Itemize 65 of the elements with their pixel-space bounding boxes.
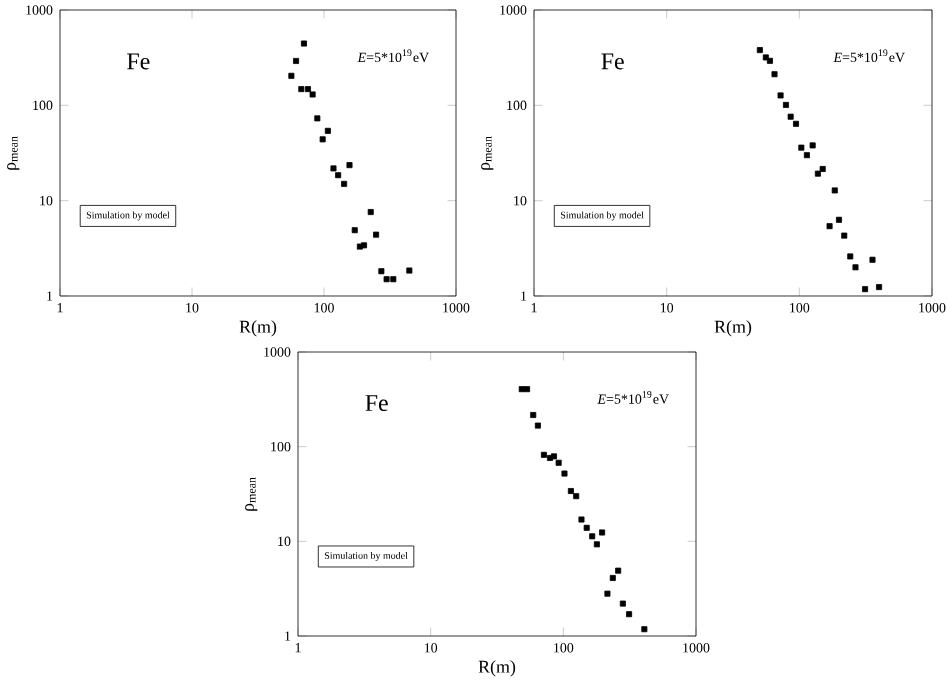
point bbox=[383, 276, 390, 283]
y-axis-title: ρ$_{mean}$ bbox=[7, 136, 20, 170]
x-axis-title: R(m) bbox=[478, 660, 516, 677]
annotation: Fe bbox=[365, 395, 388, 412]
point bbox=[809, 142, 816, 149]
x-axis-title: R(m) bbox=[714, 320, 752, 337]
point bbox=[835, 216, 842, 223]
point bbox=[762, 54, 769, 61]
point bbox=[293, 57, 300, 64]
annotation: Fe bbox=[127, 53, 150, 70]
point bbox=[766, 57, 773, 64]
point bbox=[314, 115, 321, 122]
point bbox=[847, 253, 854, 260]
point bbox=[298, 86, 305, 93]
point bbox=[309, 91, 316, 98]
point bbox=[288, 72, 295, 79]
point bbox=[304, 86, 311, 93]
point bbox=[826, 223, 833, 230]
point bbox=[373, 231, 380, 238]
point bbox=[351, 227, 358, 234]
annotation: Fe bbox=[601, 53, 624, 70]
point bbox=[367, 209, 374, 216]
point bbox=[841, 232, 848, 239]
point bbox=[777, 92, 784, 99]
point bbox=[341, 180, 348, 187]
point bbox=[324, 127, 331, 134]
point bbox=[583, 524, 590, 531]
point bbox=[319, 136, 326, 143]
point bbox=[534, 422, 541, 429]
point bbox=[561, 470, 568, 477]
point bbox=[615, 567, 622, 574]
point bbox=[555, 459, 562, 466]
point bbox=[540, 451, 547, 458]
point bbox=[819, 165, 826, 172]
point bbox=[793, 120, 800, 127]
point bbox=[604, 590, 611, 597]
point bbox=[814, 170, 821, 177]
point bbox=[609, 575, 616, 581]
point bbox=[593, 541, 600, 548]
point bbox=[771, 71, 778, 78]
point bbox=[378, 268, 385, 275]
point bbox=[335, 172, 342, 179]
point bbox=[787, 113, 794, 120]
y-axis-title: ρ$_{mean}$ bbox=[245, 477, 258, 511]
point bbox=[798, 144, 805, 151]
point bbox=[626, 611, 633, 618]
point bbox=[346, 162, 353, 169]
point bbox=[524, 386, 531, 393]
x-axis-title: R(m) bbox=[239, 320, 277, 337]
point bbox=[831, 187, 838, 194]
point bbox=[852, 264, 859, 271]
point bbox=[756, 47, 763, 54]
point bbox=[530, 412, 537, 418]
point bbox=[619, 600, 626, 607]
point bbox=[589, 533, 596, 540]
point bbox=[782, 101, 789, 108]
point bbox=[599, 529, 606, 536]
point bbox=[803, 152, 810, 159]
point bbox=[578, 516, 585, 523]
y-axis-title: ρ$_{mean}$ bbox=[481, 136, 494, 170]
point bbox=[390, 276, 397, 283]
point bbox=[361, 242, 368, 249]
point bbox=[573, 493, 580, 500]
point bbox=[567, 488, 574, 495]
point bbox=[330, 165, 337, 172]
